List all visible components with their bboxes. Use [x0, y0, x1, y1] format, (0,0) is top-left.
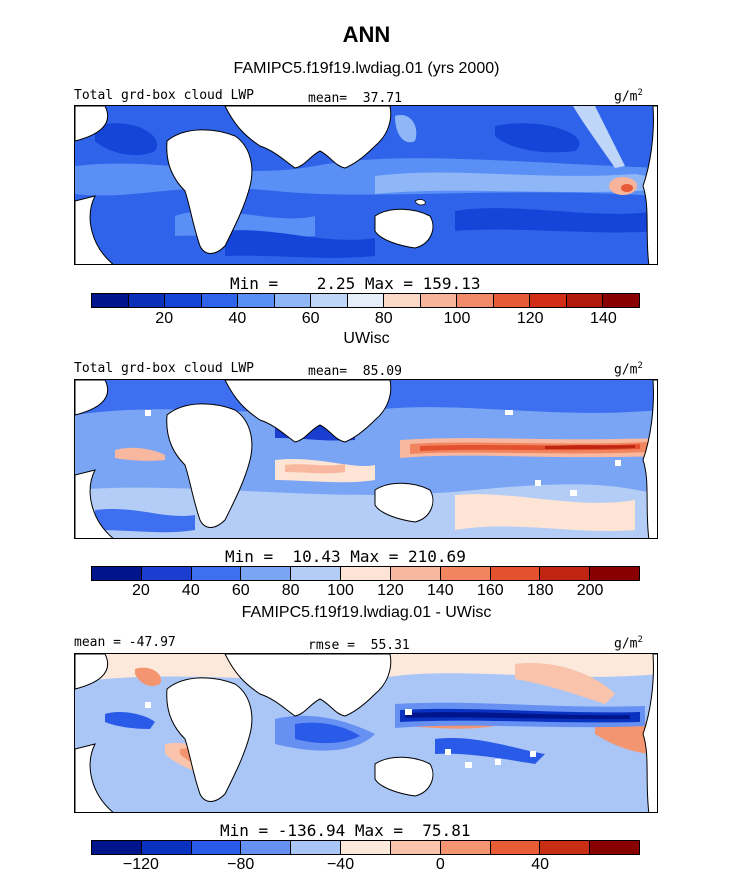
panel-3-mean-label: mean = -47.97	[74, 635, 176, 650]
colorbar-swatch	[341, 841, 391, 854]
panel-1-minmax: Min = 2.25 Max = 159.13	[230, 274, 481, 293]
colorbar-tick-label: 120	[377, 582, 404, 599]
panel-3-units: g/m2	[614, 635, 643, 652]
colorbar-tick-label: 0	[435, 856, 445, 873]
colorbar-swatch	[440, 841, 491, 854]
colorbar-tick-label: 160	[476, 582, 504, 599]
figure-title: ANN	[342, 22, 391, 47]
colorbar-tick-label: 100	[327, 582, 354, 599]
colorbar-swatch	[540, 567, 591, 580]
colorbar-swatch	[165, 294, 202, 307]
colorbar-swatch	[590, 567, 639, 580]
panel-1-colorbar-ticks: 20 40 60 80 100 120 140	[91, 310, 640, 330]
colorbar-swatch	[390, 567, 441, 580]
colorbar-tick-label: 140	[427, 582, 454, 599]
colorbar-swatch	[291, 567, 342, 580]
panel-1-mean-label: mean= 37.71	[308, 91, 402, 106]
colorbar-tick-label: 200	[576, 582, 604, 599]
colorbar-tick-label: 20	[155, 310, 174, 327]
colorbar-swatch	[490, 841, 541, 854]
colorbar-tick-label: 140	[590, 310, 617, 327]
panel-1-variable-label: Total grd-box cloud LWP	[74, 88, 255, 103]
colorbar-tick-label: −40	[326, 856, 355, 873]
panel-1-map	[74, 105, 658, 265]
colorbar-tick-label: 40	[181, 582, 200, 599]
panel-3-colorbar	[91, 840, 640, 855]
panel-2-subtitle: UWisc	[343, 330, 390, 347]
colorbar-swatch	[530, 294, 567, 307]
colorbar-swatch	[590, 841, 639, 854]
panel-3-subtitle: FAMIPC5.f19f19.lwdiag.01 - UWisc	[241, 604, 492, 621]
panel-1-subtitle: FAMIPC5.f19f19.lwdiag.01 (yrs 2000)	[233, 60, 500, 77]
colorbar-tick-label: −120	[122, 856, 159, 873]
panel-1-units: g/m2	[614, 88, 643, 105]
colorbar-swatch	[128, 294, 166, 307]
panel-2-units: g/m2	[614, 361, 643, 378]
colorbar-swatch	[384, 294, 421, 307]
colorbar-swatch	[92, 567, 142, 580]
panel-2-colorbar	[91, 566, 640, 581]
colorbar-tick-label: 180	[526, 582, 554, 599]
colorbar-swatch	[141, 567, 192, 580]
colorbar-swatch	[241, 567, 292, 580]
colorbar-tick-label: 20	[132, 582, 150, 599]
colorbar-swatch	[201, 294, 239, 307]
panel-3-minmax: Min = -136.94 Max = 75.81	[220, 821, 471, 840]
panel-1-colorbar	[91, 293, 640, 308]
panel-2-map	[74, 379, 658, 539]
colorbar-swatch	[92, 294, 129, 307]
panel-2-minmax: Min = 10.43 Max = 210.69	[225, 547, 466, 566]
colorbar-swatch	[241, 841, 292, 854]
colorbar-tick-label: 40	[228, 310, 247, 327]
colorbar-swatch	[540, 841, 591, 854]
colorbar-tick-label: 100	[443, 310, 471, 327]
panel-3-colorbar-ticks: −120 −80 −40 0 40	[91, 856, 640, 876]
colorbar-swatch	[493, 294, 531, 307]
colorbar-swatch	[457, 294, 494, 307]
colorbar-swatch	[566, 294, 604, 307]
colorbar-tick-label: −80	[227, 856, 255, 873]
colorbar-tick-label: 60	[301, 310, 320, 327]
colorbar-swatch	[191, 841, 242, 854]
colorbar-swatch	[347, 294, 385, 307]
colorbar-swatch	[92, 841, 142, 854]
colorbar-tick-label: 120	[516, 310, 544, 327]
colorbar-swatch	[141, 841, 192, 854]
colorbar-tick-label: 80	[281, 582, 300, 599]
colorbar-tick-label: 40	[531, 856, 550, 873]
colorbar-swatch	[490, 567, 541, 580]
colorbar-swatch	[440, 567, 491, 580]
panel-2-variable-label: Total grd-box cloud LWP	[74, 361, 255, 376]
panel-3-map	[74, 653, 658, 813]
panel-3-rmse-label: rmse = 55.31	[308, 638, 410, 653]
colorbar-swatch	[191, 567, 242, 580]
colorbar-tick-label: 60	[231, 582, 250, 599]
colorbar-swatch	[603, 294, 639, 307]
colorbar-swatch	[274, 294, 312, 307]
colorbar-swatch	[341, 567, 391, 580]
colorbar-tick-label: 80	[374, 310, 393, 327]
colorbar-swatch	[238, 294, 275, 307]
colorbar-swatch	[420, 294, 458, 307]
colorbar-swatch	[390, 841, 441, 854]
colorbar-swatch	[291, 841, 342, 854]
panel-2-colorbar-ticks: 20 40 60 80 100 120 140 160 180 200	[91, 582, 640, 602]
colorbar-swatch	[311, 294, 348, 307]
panel-2-mean-label: mean= 85.09	[308, 364, 402, 379]
